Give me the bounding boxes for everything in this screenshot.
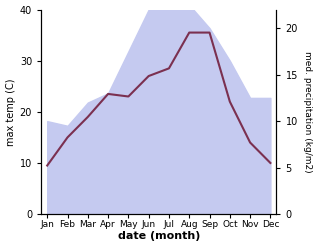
Y-axis label: med. precipitation (kg/m2): med. precipitation (kg/m2) — [303, 51, 313, 173]
X-axis label: date (month): date (month) — [118, 231, 200, 242]
Y-axis label: max temp (C): max temp (C) — [5, 78, 16, 145]
